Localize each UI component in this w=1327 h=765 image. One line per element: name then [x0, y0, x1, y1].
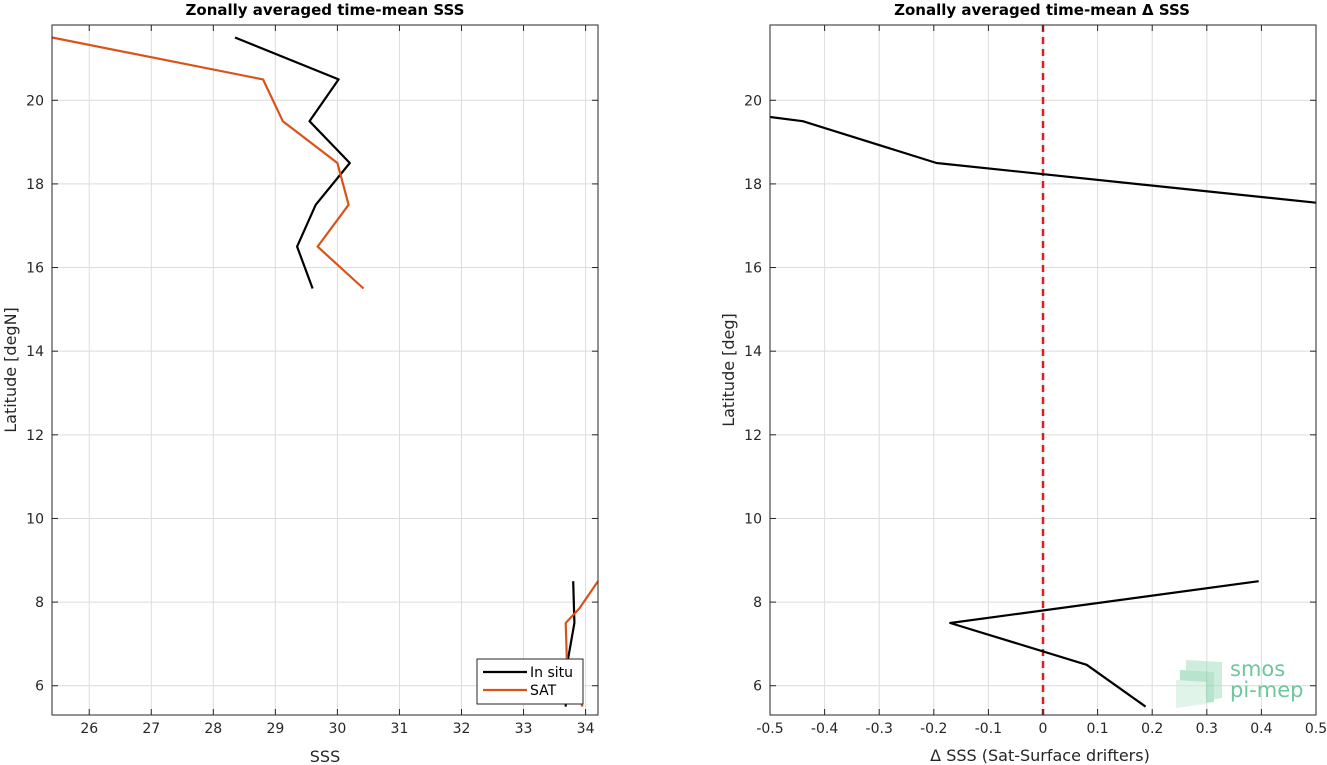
left-x-tick-label: 34	[577, 721, 595, 737]
logo-wave-icon	[1176, 660, 1222, 708]
right-y-tick-label: 6	[753, 679, 762, 695]
left-x-tick-label: 28	[204, 721, 222, 737]
left-y-tick-label: 14	[26, 344, 44, 360]
left-y-tick-label: 10	[26, 511, 44, 527]
right-y-tick-label: 18	[744, 177, 762, 193]
right-series-series-line	[949, 580, 1259, 708]
left-axes-box	[51, 24, 599, 716]
left-x-tick-label: 29	[266, 721, 284, 737]
left-x-tick-label: 27	[142, 721, 160, 737]
right-chart-title: Zonally averaged time-mean Δ SSS	[894, 1, 1190, 19]
left-y-tick-label: 18	[26, 177, 44, 193]
right-x-tick-label: -0.5	[756, 721, 783, 737]
left-y-tick-label: 20	[26, 93, 44, 109]
right-axes-box	[769, 24, 1317, 716]
right-y-tick-label: 16	[744, 261, 762, 277]
right-y-tick-label: 20	[744, 93, 762, 109]
left-x-tick-label: 33	[515, 721, 533, 737]
left-series-in-situ-line	[234, 36, 351, 289]
logo-text-smos: smos	[1230, 657, 1285, 681]
right-x-tick-label: -0.3	[866, 721, 893, 737]
left-x-tick-label: 31	[391, 721, 409, 737]
right-y-tick-label: 8	[753, 595, 762, 611]
right-y-tick-label: 14	[744, 344, 762, 360]
right-series-series-line	[770, 115, 1316, 204]
left-plot-area	[52, 25, 598, 715]
right-x-tick-label: 0.2	[1141, 721, 1163, 737]
left-y-axis-label: Latitude [degN]	[1, 307, 20, 433]
right-y-axis-label: Latitude [deg]	[719, 313, 738, 427]
left-panel: Zonally averaged time-mean SSS 26 27 28 29 3…	[1, 1, 599, 765]
left-series-sat-line	[52, 36, 365, 290]
right-x-tick-label: -0.2	[920, 721, 947, 737]
legend-box	[476, 658, 584, 705]
left-y-tick-label: 16	[26, 261, 44, 277]
right-tick-labels: -0.5 -0.4 -0.3 -0.2 -0.1 0 0.1 0.2 0.3 0.4 0.5 6 8 10…	[744, 93, 1327, 737]
right-x-tick-label: -0.4	[811, 721, 838, 737]
left-x-tick-label: 26	[80, 721, 98, 737]
right-series-lines	[770, 25, 1316, 715]
left-x-tick-label: 30	[328, 721, 346, 737]
right-x-tick-label: 0.1	[1086, 721, 1108, 737]
smos-pi-mep-logo: smos pi-mep	[1176, 657, 1303, 708]
left-x-axis-label: SSS	[310, 747, 340, 765]
right-x-tick-label: -0.1	[975, 721, 1002, 737]
logo-text-pi-mep: pi-mep	[1230, 678, 1303, 702]
right-axes-frame	[769, 24, 1317, 716]
left-axes-frame	[51, 24, 599, 716]
right-x-tick-label: 0.3	[1196, 721, 1218, 737]
left-y-tick-label: 6	[35, 679, 44, 695]
left-y-tick-label: 8	[35, 595, 44, 611]
left-y-tick-label: 12	[26, 428, 44, 444]
right-y-tick-label: 10	[744, 511, 762, 527]
left-grid	[52, 25, 598, 715]
left-x-tick-label: 32	[453, 721, 471, 737]
right-x-axis-label: Δ SSS (Sat-Surface drifters)	[930, 746, 1150, 765]
right-panel: Zonally averaged time-mean Δ SSS -0.5 -0.…	[719, 1, 1327, 765]
right-x-tick-label: 0.4	[1250, 721, 1272, 737]
left-tick-labels: 26 27 28 29 30 31 32 33 34 6 8 10 12 14 16 18 20	[26, 93, 594, 737]
legend-label-sat: SAT	[530, 683, 557, 699]
legend[interactable]: In situ SAT	[476, 658, 584, 705]
right-y-tick-label: 12	[744, 428, 762, 444]
right-x-tick-label: 0.5	[1305, 721, 1327, 737]
right-x-tick-label: 0	[1039, 721, 1048, 737]
legend-label-in-situ: In situ	[530, 665, 573, 681]
left-chart-title: Zonally averaged time-mean SSS	[186, 1, 465, 19]
